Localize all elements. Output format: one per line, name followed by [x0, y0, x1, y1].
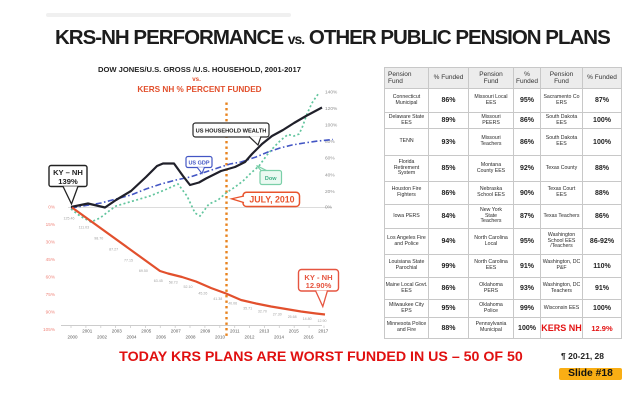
- svg-text:105%: 105%: [43, 327, 55, 332]
- svg-text:2016: 2016: [303, 335, 314, 340]
- svg-text:80%: 80%: [325, 139, 335, 145]
- svg-text:12.90: 12.90: [318, 319, 327, 323]
- svg-text:2001: 2001: [82, 329, 93, 334]
- svg-text:2002: 2002: [97, 335, 108, 340]
- svg-text:60%: 60%: [325, 156, 335, 162]
- svg-text:2006: 2006: [156, 335, 167, 340]
- svg-text:125.46: 125.46: [64, 217, 75, 221]
- svg-text:20%: 20%: [325, 189, 335, 195]
- svg-text:60%: 60%: [46, 275, 55, 280]
- svg-text:0%: 0%: [325, 205, 333, 211]
- svg-text:45%: 45%: [46, 257, 55, 262]
- svg-text:77.15: 77.15: [124, 258, 133, 262]
- svg-text:45.26: 45.26: [198, 291, 207, 295]
- svg-text:2013: 2013: [259, 329, 270, 334]
- svg-text:2017: 2017: [318, 329, 329, 334]
- svg-text:87.27: 87.27: [109, 248, 118, 252]
- svg-text:35.71: 35.71: [243, 307, 252, 311]
- svg-text:KY - NH: KY - NH: [304, 273, 332, 282]
- svg-text:2004: 2004: [126, 335, 137, 340]
- svg-text:40.06: 40.06: [228, 302, 237, 306]
- svg-text:98.70: 98.70: [94, 237, 103, 241]
- svg-text:41.38: 41.38: [213, 297, 222, 301]
- svg-text:63.45: 63.45: [154, 279, 163, 283]
- svg-text:KY – NH: KY – NH: [53, 168, 83, 177]
- svg-text:139%: 139%: [58, 177, 78, 186]
- svg-text:2010: 2010: [215, 335, 226, 340]
- svg-text:15%: 15%: [46, 222, 55, 227]
- svg-text:2000: 2000: [67, 335, 78, 340]
- svg-text:JULY, 2010: JULY, 2010: [249, 194, 294, 204]
- svg-text:30%: 30%: [46, 240, 55, 245]
- svg-text:0%: 0%: [48, 205, 55, 210]
- svg-text:US GDP: US GDP: [188, 161, 209, 167]
- svg-text:75%: 75%: [46, 292, 55, 297]
- svg-text:KERS NH % PERCENT FUNDED: KERS NH % PERCENT FUNDED: [137, 85, 261, 94]
- svg-text:58.73: 58.73: [169, 281, 178, 285]
- svg-text:2005: 2005: [141, 329, 152, 334]
- svg-text:2009: 2009: [200, 329, 211, 334]
- svg-text:2012: 2012: [244, 335, 255, 340]
- svg-text:52.10: 52.10: [184, 285, 193, 289]
- svg-text:vs.: vs.: [192, 76, 201, 83]
- svg-text:14.80: 14.80: [303, 317, 312, 321]
- svg-text:2003: 2003: [112, 329, 123, 334]
- svg-text:27.30: 27.30: [273, 312, 282, 316]
- svg-text:111.03: 111.03: [79, 226, 89, 230]
- svg-text:2007: 2007: [171, 329, 182, 334]
- svg-text:40%: 40%: [325, 173, 335, 179]
- svg-text:12.90%: 12.90%: [306, 281, 332, 290]
- svg-text:100%: 100%: [325, 122, 338, 128]
- svg-text:25.68: 25.68: [288, 315, 297, 319]
- svg-text:Dow: Dow: [265, 176, 277, 182]
- svg-text:32.70: 32.70: [258, 309, 267, 313]
- svg-text:120%: 120%: [325, 106, 338, 112]
- svg-text:2011: 2011: [230, 329, 240, 334]
- svg-text:US HOUSEHOLD WEALTH: US HOUSEHOLD WEALTH: [196, 129, 267, 135]
- svg-text:DOW JONES/U.S. GROSS /U.S. HOU: DOW JONES/U.S. GROSS /U.S. HOUSEHOLD, 20…: [98, 65, 301, 74]
- svg-text:69.50: 69.50: [139, 269, 148, 273]
- svg-text:2008: 2008: [185, 335, 196, 340]
- svg-text:140%: 140%: [325, 90, 338, 96]
- svg-text:2015: 2015: [289, 329, 300, 334]
- svg-text:90%: 90%: [46, 310, 55, 315]
- svg-text:2014: 2014: [274, 335, 285, 340]
